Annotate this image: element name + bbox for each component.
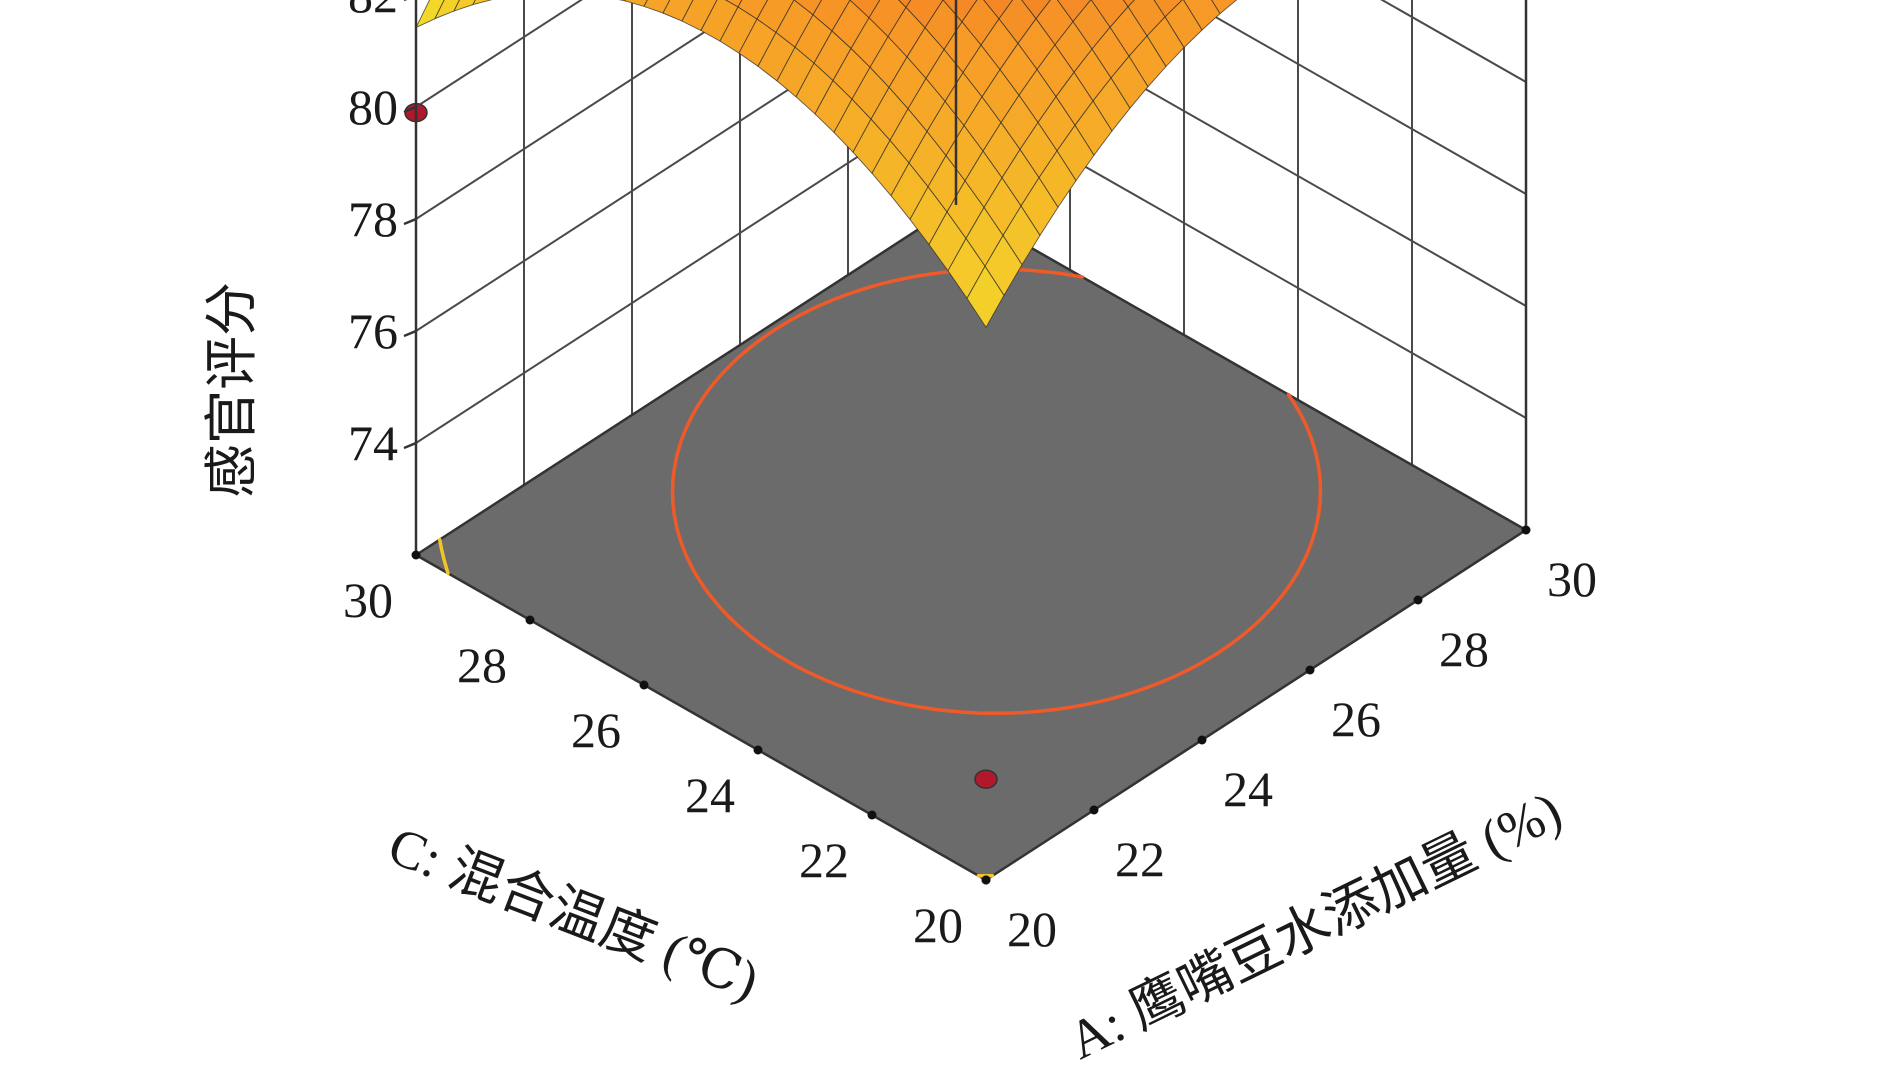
- a-tick-mark: [1413, 595, 1423, 605]
- surface-cell: [624, 0, 648, 7]
- z-tick-label: 76: [348, 303, 398, 359]
- surface-cell: [643, 0, 671, 14]
- c-tick-label: 20: [913, 897, 963, 953]
- a-tick-mark: [1305, 665, 1315, 675]
- z-tick-label: 82: [348, 0, 398, 23]
- surface-cell: [898, 0, 912, 9]
- c-tick-label: 28: [457, 637, 507, 693]
- z-axis-title: 感官评分: [202, 282, 262, 498]
- a-tick-label: 28: [1439, 621, 1489, 677]
- c-tick-label: 26: [571, 702, 621, 758]
- z-tick-mark: [403, 105, 417, 114]
- a-tick-mark: [1197, 735, 1207, 745]
- a-tick-label: 22: [1115, 831, 1165, 887]
- wall-gridline: [1380, 0, 1527, 83]
- c-axis-title: C: 混合温度 (℃): [381, 815, 767, 1011]
- z-tick-label: 80: [348, 79, 398, 135]
- z-tick-mark: [403, 217, 417, 226]
- floor-plane: [413, 203, 1529, 882]
- c-tick-mark: [639, 680, 649, 690]
- surface-cell: [434, 0, 460, 20]
- surface-cell: [966, 265, 1005, 329]
- surface-cell: [1122, 0, 1135, 8]
- c-tick-label: 24: [685, 767, 735, 823]
- design-point: [974, 769, 998, 789]
- surface-cell: [662, 0, 694, 22]
- c-tick-label: 22: [799, 832, 849, 888]
- wall-gridline: [415, 0, 756, 220]
- a-tick-mark: [1089, 805, 1099, 815]
- surface-cell: [453, 0, 476, 12]
- a-tick-mark: [1521, 525, 1531, 535]
- c-tick-mark: [525, 615, 535, 625]
- surface-cell: [472, 0, 493, 6]
- z-tick-mark: [403, 441, 417, 450]
- a-axis-title: A: 鹰嘴豆水添加量 (%): [1059, 780, 1571, 1071]
- c-tick-mark: [867, 810, 877, 820]
- a-tick-mark: [981, 875, 991, 885]
- wall-gridline: [415, 0, 583, 108]
- a-tick-label: 24: [1223, 761, 1273, 817]
- a-tick-label: 30: [1547, 551, 1597, 607]
- c-tick-mark: [753, 745, 763, 755]
- wall-gridline: [1183, 0, 1527, 195]
- z-tick-label: 78: [348, 191, 398, 247]
- a-tick-label: 26: [1331, 691, 1381, 747]
- z-tick-label: 74: [348, 415, 398, 471]
- contour-floor: [413, 203, 1529, 882]
- c-tick-label: 30: [343, 572, 393, 628]
- a-tick-label: 20: [1007, 901, 1057, 957]
- surface-cell: [1211, 0, 1238, 15]
- axes-frame: [414, 0, 1528, 555]
- surface-cell: [415, 0, 445, 29]
- z-tick-mark: [403, 329, 417, 338]
- tick-labels: 7476788082848688902022242628302022242628…: [343, 0, 1597, 957]
- contour-line: [670, 267, 1323, 716]
- response-surface: [415, 0, 1238, 329]
- c-tick-mark: [411, 550, 421, 560]
- surface-cell: [724, 0, 743, 8]
- surface-cell: [618, 0, 626, 2]
